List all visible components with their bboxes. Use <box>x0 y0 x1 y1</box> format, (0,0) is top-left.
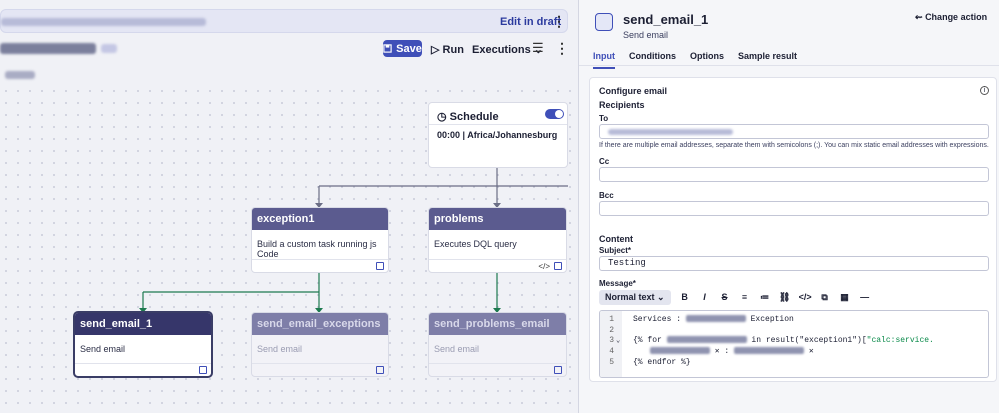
problems-node[interactable]: problems Executes DQL query </> <box>428 207 567 273</box>
exception1-node[interactable]: exception1 Build a custom task running j… <box>251 207 389 273</box>
section-title: Configure email <box>599 86 668 96</box>
strikethrough-icon[interactable]: S <box>721 292 728 302</box>
tab-sample-result[interactable]: Sample result <box>738 51 798 61</box>
schedule-toggle[interactable] <box>545 109 564 119</box>
workflow-title-redacted <box>0 43 96 54</box>
tab-conditions[interactable]: Conditions <box>629 51 676 61</box>
workflow-subtitle-redacted <box>5 71 35 79</box>
workflow-edges <box>139 168 568 313</box>
info-icon[interactable]: i <box>980 86 989 95</box>
email-action-icon <box>595 13 613 31</box>
schedule-title: ◷ Schedule <box>437 111 499 123</box>
toolbar-more-icon[interactable]: ⋮ <box>555 40 569 56</box>
executions-label: Executions <box>472 44 531 56</box>
bcc-label: Bcc <box>599 191 614 200</box>
to-field[interactable] <box>599 124 989 139</box>
to-label: To <box>599 114 609 123</box>
detail-tabs: Input Conditions Options Sample result <box>593 51 797 69</box>
tab-input[interactable]: Input <box>593 51 615 69</box>
action-title: send_email_1 <box>623 12 709 27</box>
code-block-icon[interactable]: ⧉ <box>821 291 828 302</box>
numbered-list-icon[interactable]: ≔ <box>760 291 770 302</box>
text-format-dropdown[interactable]: Normal text ⌄ <box>599 289 671 305</box>
message-toolbar: Normal text ⌄ B I S ≡ ≔ ⛓ </> ⧉ ▦ — <box>599 289 989 305</box>
run-button[interactable]: ▷ Run <box>431 43 464 56</box>
message-label: Message* <box>599 279 636 288</box>
change-action-button[interactable]: ⇜ Change action <box>915 12 988 22</box>
node-title: problems <box>429 208 566 230</box>
chevron-down-icon: ⌄ <box>533 44 543 56</box>
tab-options[interactable]: Options <box>690 51 724 61</box>
grid-icon <box>554 262 562 270</box>
node-title: send_email_exceptions <box>252 313 388 335</box>
cc-field[interactable] <box>599 167 989 182</box>
save-label: Save <box>396 42 422 55</box>
node-title: send_problems_email <box>429 313 566 335</box>
run-label: Run <box>442 44 464 56</box>
schedule-detail: 00:00 | Africa/Johannesburg <box>437 130 558 140</box>
content-heading: Content <box>599 234 633 244</box>
draft-banner: Edit in draft ⋮ <box>0 9 568 33</box>
node-description: Send email <box>80 344 126 354</box>
subject-field[interactable]: Testing <box>599 256 989 271</box>
banner-text-redacted <box>1 18 206 26</box>
workflow-canvas-panel: Edit in draft ⋮ Save ▷ Run Executions ⌄ … <box>0 9 578 413</box>
node-description: Build a custom task running js Code <box>257 239 377 259</box>
code-icon: </> <box>538 262 550 271</box>
swap-icon: ⇜ <box>915 12 923 22</box>
schedule-node[interactable]: ◷ Schedule 00:00 | Africa/Johannesburg <box>428 102 568 168</box>
send-email-1-node[interactable]: send_email_1 Send email <box>74 312 212 377</box>
executions-dropdown[interactable]: Executions ⌄ <box>472 43 543 56</box>
clock-icon: ◷ <box>437 111 447 123</box>
node-title: exception1 <box>252 208 388 230</box>
action-detail-panel: send_email_1 Send email ⇜ Change action … <box>579 0 999 413</box>
node-description: Send email <box>257 344 303 354</box>
cc-label: Cc <box>599 157 610 166</box>
link-icon[interactable]: ⛓ <box>778 291 791 302</box>
save-icon <box>383 44 392 53</box>
workflow-tag-redacted <box>101 44 117 53</box>
recipients-heading: Recipients <box>599 100 645 110</box>
mail-icon <box>554 366 562 374</box>
bold-icon[interactable]: B <box>681 292 688 302</box>
message-editor[interactable]: 1 Services : Exception 2 3 ⌄ {% for in resu… <box>599 310 989 378</box>
horizontal-rule-icon[interactable]: — <box>860 292 870 302</box>
subject-label: Subject* <box>599 246 632 255</box>
italic-icon[interactable]: I <box>703 292 706 302</box>
send-email-exceptions-node[interactable]: send_email_exceptions Send email <box>251 312 389 377</box>
edit-in-draft-button[interactable]: Edit in draft <box>500 16 562 28</box>
node-description: Executes DQL query <box>434 239 517 249</box>
save-button[interactable]: Save <box>383 40 422 57</box>
filter-icon[interactable]: ☰ <box>532 40 544 55</box>
banner-more-icon[interactable]: ⋮ <box>552 13 566 29</box>
action-subtitle: Send email <box>623 30 669 40</box>
node-title: send_email_1 <box>75 313 211 335</box>
to-value-redacted <box>608 129 733 135</box>
bullet-list-icon[interactable]: ≡ <box>741 292 748 302</box>
configure-email-card: Configure email i Recipients To If there… <box>589 77 997 382</box>
send-problems-email-node[interactable]: send_problems_email Send email <box>428 312 567 377</box>
node-description: Send email <box>434 344 480 354</box>
table-icon[interactable]: ▦ <box>840 291 849 302</box>
play-icon: ▷ <box>431 44 440 56</box>
to-help-text: If there are multiple email addresses, s… <box>599 142 989 149</box>
mail-icon <box>199 366 207 374</box>
bcc-field[interactable] <box>599 201 989 216</box>
code-icon[interactable]: </> <box>798 292 812 302</box>
grid-icon <box>376 262 384 270</box>
panel-divider[interactable] <box>578 0 579 413</box>
mail-icon <box>376 366 384 374</box>
